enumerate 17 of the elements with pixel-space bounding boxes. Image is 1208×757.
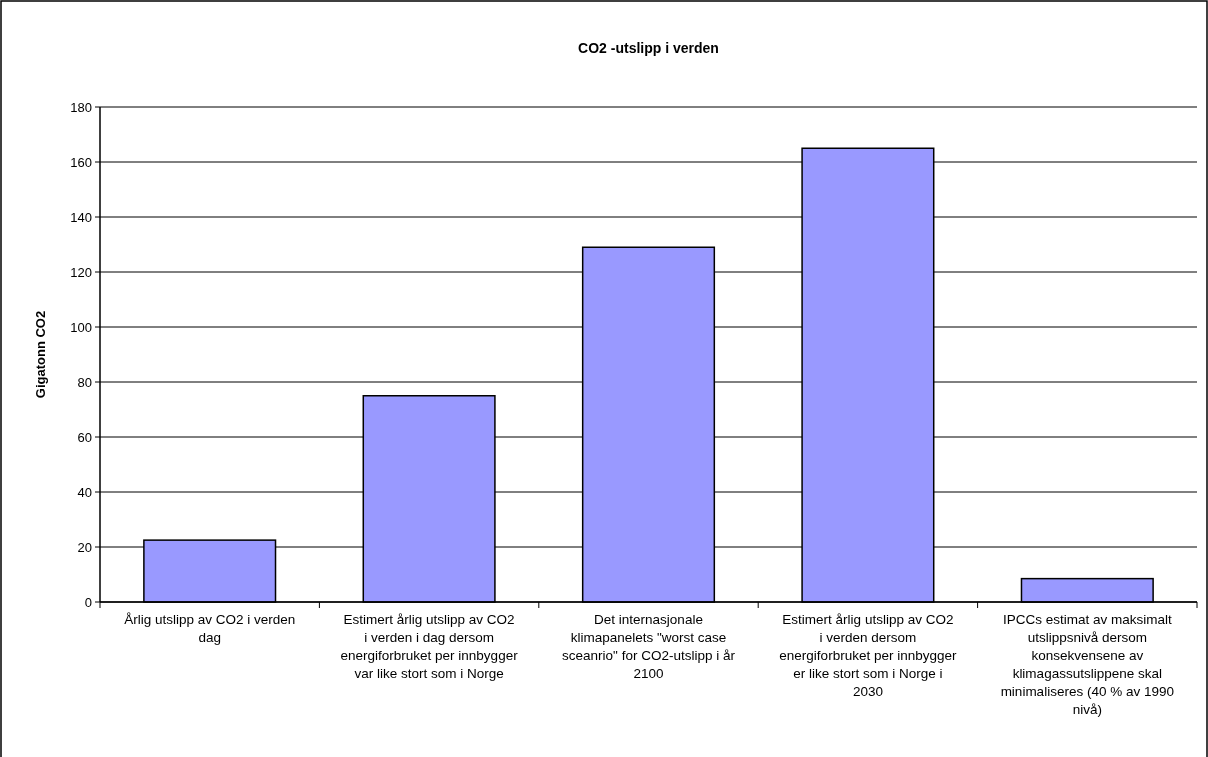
x-tick-label: Årlig utslipp av CO2 i verden dag [124,612,296,645]
y-tick-label: 140 [70,209,92,225]
y-tick-label: 180 [70,99,92,115]
x-tick-label: Estimert årlig utslipp av CO2 i verden dersom energiforbruket per innbygger er like stort som i Norge i 2030 [779,612,957,699]
x-tick-label: Estimert årlig utslipp av CO2 i verden i dag dersom energiforbruket per innbygger var like stort som i Norge [340,612,519,681]
y-tick-label: 20 [77,539,92,555]
y-tick-label: 100 [70,319,92,335]
x-tick-label: Det internasjonale klimapanelets "worst case sceanrio" for CO2-utslipp i år 2100 [562,612,736,681]
y-axis-title: Gigatonn CO2 [33,310,48,399]
y-tick-label: 80 [77,374,92,390]
y-tick-label: 60 [77,429,92,445]
y-tick-label: 40 [77,484,92,500]
y-tick-label: 0 [84,594,92,610]
y-tick-label: 160 [70,154,92,170]
x-tick-label: IPCCs estimat av maksimalt utslippsnivå dersom konsekvensene av klimagassutslippene skal minimaliseres (40 % av 1990 nivå) [1000,612,1174,717]
chart-title: CO2 -utslipp i verden [578,40,719,56]
y-tick-label: 120 [70,264,92,280]
